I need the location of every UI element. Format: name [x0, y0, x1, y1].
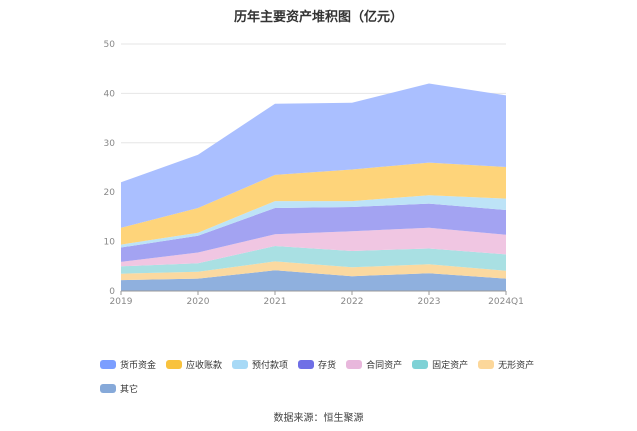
- y-tick-label: 30: [104, 139, 116, 149]
- area-预付款项: [121, 195, 506, 248]
- legend-label: 存货: [318, 361, 337, 371]
- legend-item[interactable]: 货币资金: [100, 359, 156, 371]
- legend-label: 预付款项: [252, 361, 289, 371]
- area-应收账款: [121, 162, 506, 245]
- x-tick-label: 2023: [418, 297, 441, 307]
- area-无形资产: [121, 261, 506, 281]
- x-tick-label: 2022: [341, 297, 364, 307]
- area-固定资产: [121, 246, 506, 274]
- x-tick-label: 2021: [264, 297, 287, 307]
- legend-item[interactable]: 应收账款: [166, 359, 222, 371]
- y-tick-label: 20: [104, 188, 116, 198]
- legend-label: 合同资产: [366, 361, 403, 371]
- chart-title: 历年主要资产堆积图（亿元）: [233, 10, 403, 25]
- legend-swatch: [166, 360, 183, 369]
- legend-label: 无形资产: [498, 361, 535, 371]
- legend-swatch: [478, 360, 495, 369]
- legend: 货币资金 应收账款 预付款项 存货 合同资产 固定资产 无形资产其它: [100, 354, 570, 401]
- legend-swatch: [100, 360, 116, 369]
- area-其它: [121, 270, 506, 291]
- legend-swatch: [100, 383, 116, 393]
- area-合同资产: [121, 227, 506, 267]
- legend-label: 应收账款: [186, 361, 223, 371]
- legend-swatch: [298, 360, 315, 369]
- area-存货: [121, 203, 506, 262]
- y-tick-label: 50: [104, 40, 116, 50]
- x-tick-label: 2024Q1: [488, 297, 524, 307]
- area-layers: [121, 83, 506, 291]
- y-tick-label: 40: [104, 89, 116, 99]
- legend-item[interactable]: 固定资产: [412, 359, 468, 371]
- y-tick-label: 10: [104, 238, 116, 248]
- legend-swatch: [412, 360, 429, 369]
- axes: 2019 2020 2021 2022 2023 2024Q1: [110, 290, 524, 307]
- legend-item[interactable]: 合同资产: [346, 359, 402, 371]
- legend-label: 货币资金: [120, 361, 157, 371]
- legend-item[interactable]: 预付款项: [232, 359, 288, 371]
- area-货币资金: [121, 83, 506, 228]
- x-tick-label: 2019: [110, 297, 133, 307]
- legend-swatch: [232, 360, 249, 369]
- legend-item[interactable]: 存货: [298, 359, 336, 371]
- data-source: 数据来源：恒生聚源: [273, 413, 364, 424]
- y-tick-label: 0: [109, 287, 115, 297]
- legend-label: 固定资产: [432, 361, 469, 371]
- legend-swatch: [346, 360, 363, 369]
- x-tick-label: 2020: [187, 297, 210, 307]
- legend-item[interactable]: 无形资产: [478, 359, 534, 371]
- legend-item[interactable]: 其它: [100, 382, 139, 395]
- legend-label: 其它: [120, 384, 139, 395]
